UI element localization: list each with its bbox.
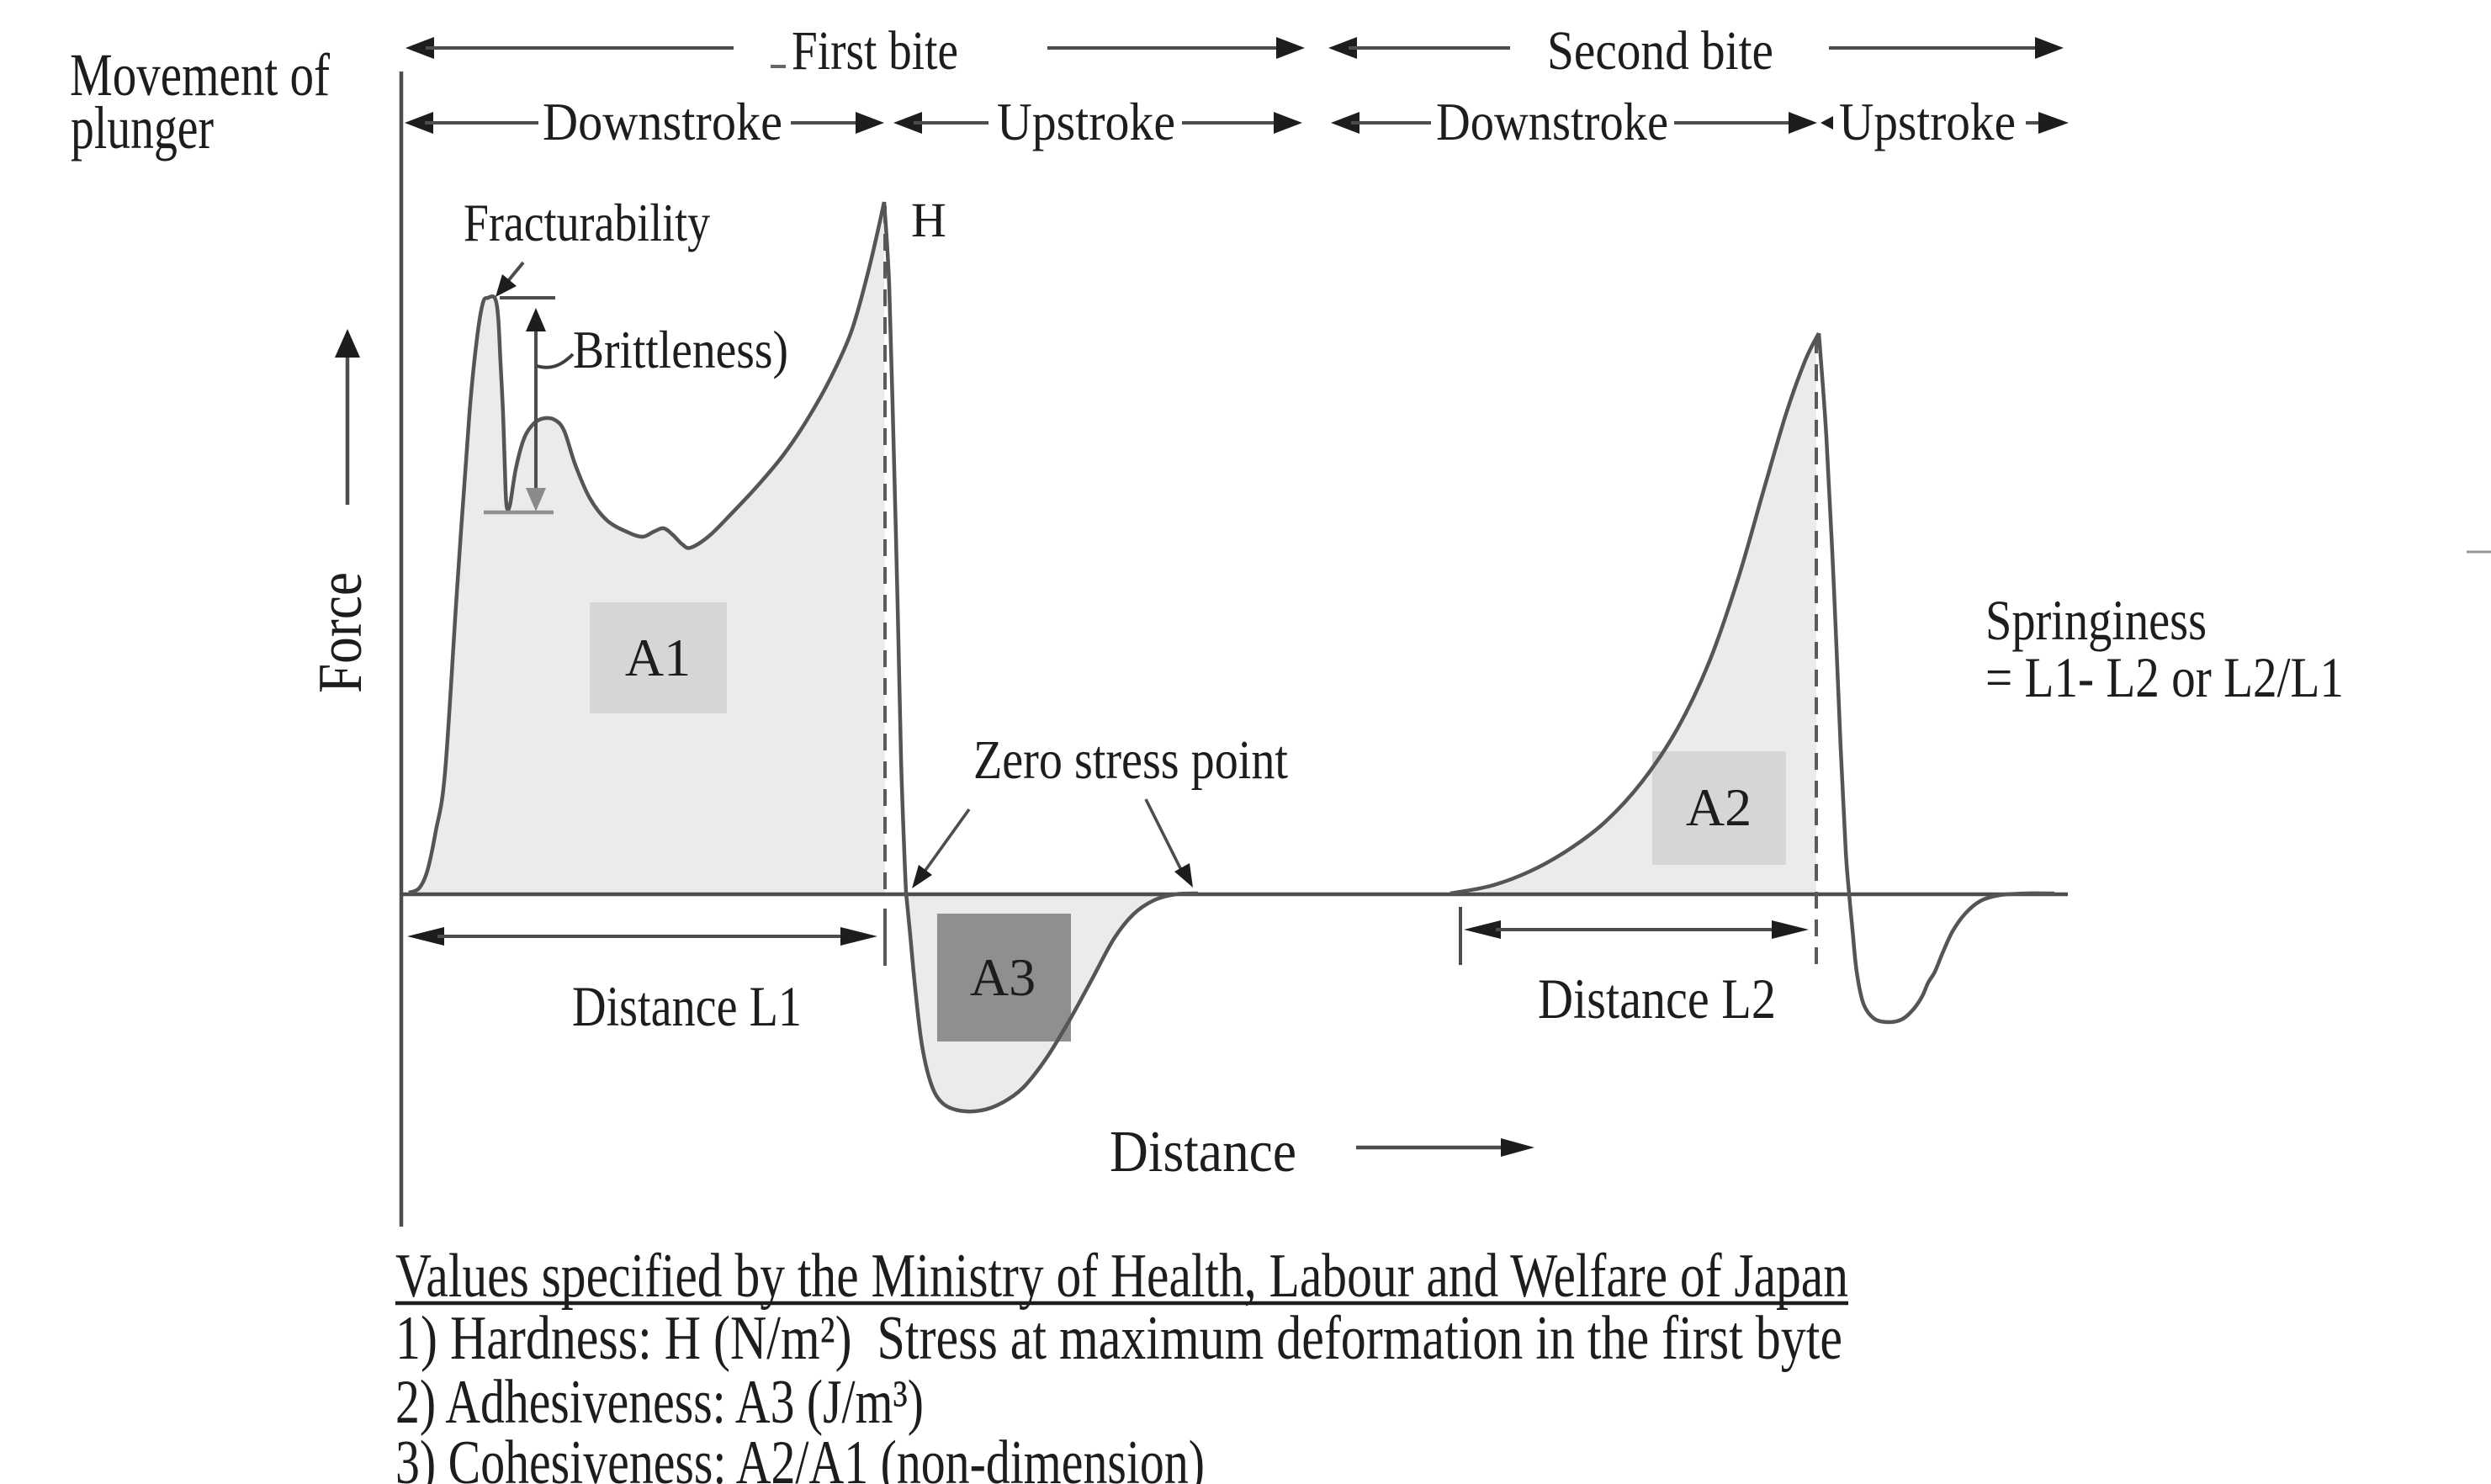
svg-text:Upstroke: Upstroke [1839,92,2016,151]
svg-text:Springiness: Springiness [1985,588,2207,652]
svg-text:A3: A3 [970,947,1036,1007]
svg-text:A2: A2 [1686,777,1752,837]
svg-text:3) Cohesiveness: A2/A1 (non-di: 3) Cohesiveness: A2/A1 (non-dimension) [395,1428,1205,1484]
svg-text:Distance: Distance [1110,1120,1296,1185]
svg-text:plunger: plunger [71,94,214,162]
svg-text:Distance L2: Distance L2 [1538,967,1776,1031]
svg-text:First bite: First bite [792,20,958,82]
svg-text:Distance L1: Distance L1 [572,974,802,1038]
svg-text:Second bite: Second bite [1547,20,1773,82]
svg-text:A1: A1 [625,628,691,687]
svg-text:2) Adhesiveness: A3 (J/m³): 2) Adhesiveness: A3 (J/m³) [395,1368,924,1437]
svg-text:H: H [911,193,946,247]
svg-text:Values specified by the Minist: Values specified by the Ministry of Heal… [395,1242,1848,1311]
svg-text:Force: Force [306,572,375,693]
svg-text:Movement of: Movement of [70,41,330,109]
svg-text:1) Hardness: H (N/m²) Stress: 1) Hardness: H (N/m²) Stress at maximum … [395,1304,1842,1373]
svg-text:Upstroke: Upstroke [997,92,1175,151]
svg-text:Downstroke: Downstroke [543,92,782,151]
svg-text:Fracturability: Fracturability [464,193,710,252]
svg-text:Brittleness): Brittleness) [573,320,788,379]
svg-text:Downstroke: Downstroke [1436,92,1668,151]
svg-text:Zero stress point: Zero stress point [973,729,1288,791]
svg-text:= L1- L2 or L2/L1: = L1- L2 or L2/L1 [1985,645,2344,709]
